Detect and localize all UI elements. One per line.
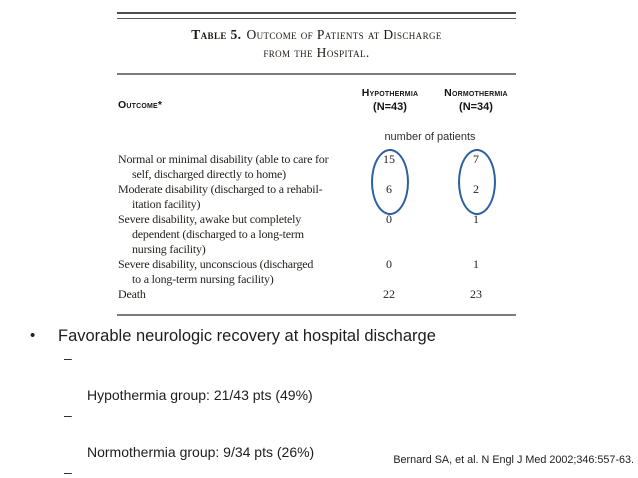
hypothermia-n: (N=43)	[373, 101, 407, 113]
hypothermia-label: Hypothermia	[361, 87, 419, 99]
highlight-ellipse-hypothermia	[371, 149, 409, 215]
row-label: Severe disability, awake but completely …	[118, 212, 304, 256]
dash-marker: –	[64, 463, 72, 478]
bullet-sub: – Normothermia group: 9/34 pts (26%)	[0, 406, 630, 462]
row-value-hypothermia: 22	[383, 287, 395, 301]
table-row: Normal or minimal disability (able to ca…	[118, 152, 522, 182]
table-body: Normal or minimal disability (able to ca…	[118, 152, 522, 302]
row-value-normothermia: 23	[470, 287, 482, 301]
units-note: number of patients	[384, 131, 476, 143]
bullet-sub: – (P = 0.05)	[0, 463, 630, 478]
bullet-sub-text: Hypothermia group: 21/43 pts (49%)	[87, 386, 313, 403]
normothermia-n: (N=34)	[459, 101, 493, 113]
table-title-number: Table 5.	[191, 27, 242, 42]
dash-marker: –	[64, 406, 72, 423]
table-row: Severe disability, awake but completely …	[118, 212, 522, 257]
table-title-text: Outcome of Patients at Discharge	[246, 27, 442, 42]
table-header-rule	[117, 73, 516, 75]
column-header-hypothermia: Hypothermia (N=43)	[344, 87, 436, 114]
table-row: Severe disability, unconscious (discharg…	[118, 257, 522, 287]
bullet-main-text: Favorable neurologic recovery at hospita…	[58, 327, 436, 345]
row-label: Severe disability, unconscious (discharg…	[118, 257, 314, 286]
row-label: Normal or minimal disability (able to ca…	[118, 152, 329, 181]
bullet-sub: – Hypothermia group: 21/43 pts (49%)	[0, 349, 630, 405]
normothermia-label: Normothermia	[444, 87, 508, 99]
table-row: Death 22 23	[118, 287, 522, 302]
row-label: Moderate disability (discharged to a reh…	[118, 182, 323, 211]
row-label: Death	[118, 287, 146, 301]
column-header-outcome: Outcome*	[118, 99, 163, 111]
table-title: Table 5. Outcome of Patients at Discharge…	[117, 26, 516, 62]
bullet-main: • Favorable neurologic recovery at hospi…	[0, 326, 630, 347]
table-top-double-rule	[117, 12, 516, 19]
row-value-hypothermia: 0	[386, 257, 392, 271]
row-value-hypothermia: 0	[386, 212, 392, 226]
citation: Bernard SA, et al. N Engl J Med 2002;346…	[393, 454, 634, 466]
column-header-normothermia: Normothermia (N=34)	[430, 87, 522, 114]
highlight-ellipse-normothermia	[458, 149, 496, 215]
row-value-normothermia: 1	[473, 257, 479, 271]
bullet-sub-text: Normothermia group: 9/34 pts (26%)	[87, 443, 315, 460]
table-title-line2: from the Hospital.	[263, 45, 370, 60]
row-value-normothermia: 1	[473, 212, 479, 226]
dash-marker: –	[64, 349, 72, 366]
table5-scan: Table 5. Outcome of Patients at Discharge…	[117, 12, 522, 316]
bullet-marker: •	[30, 327, 36, 344]
bullet-list: • Favorable neurologic recovery at hospi…	[0, 326, 630, 478]
table-bottom-rule	[117, 314, 516, 316]
